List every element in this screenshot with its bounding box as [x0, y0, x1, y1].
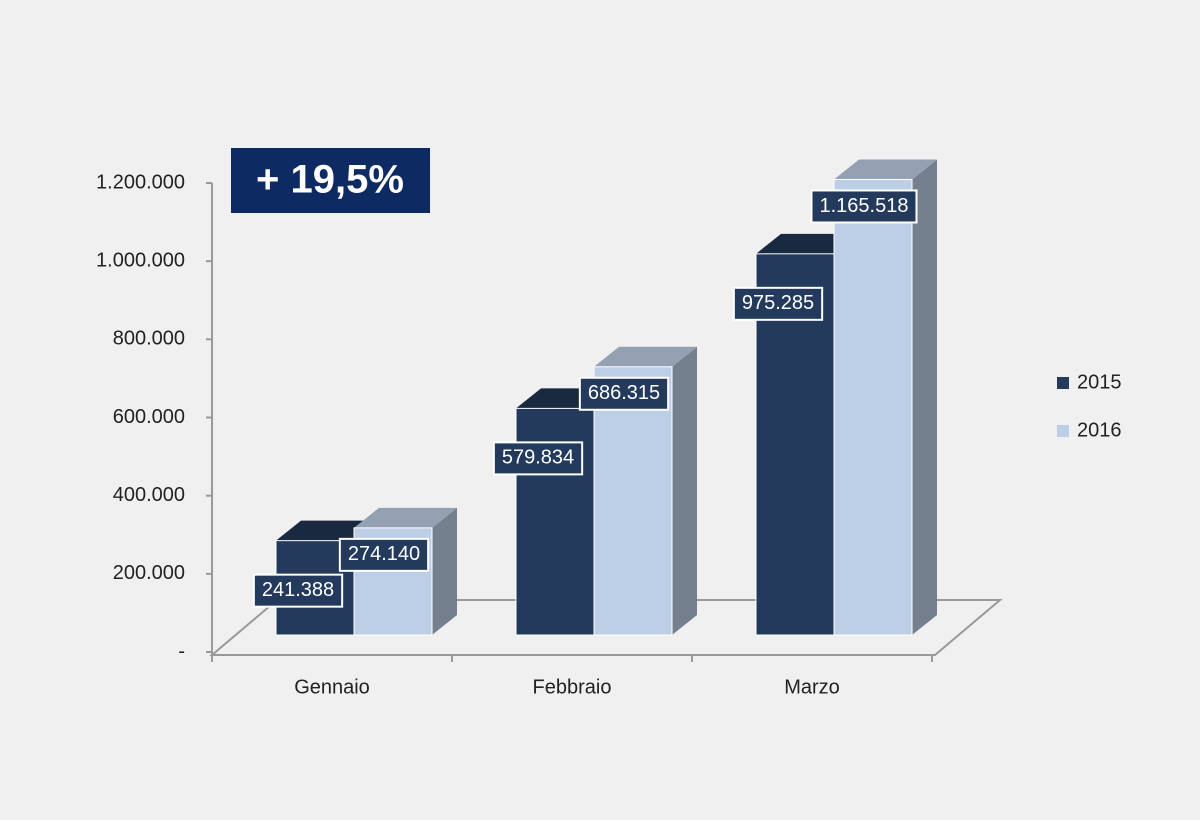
value-label: 241.388 [262, 579, 334, 601]
y-tick-label: 800.000 [113, 328, 185, 350]
legend-swatch [1057, 425, 1069, 437]
legend-label: 2016 [1077, 419, 1122, 441]
bar-side [672, 346, 697, 635]
floor [209, 599, 1003, 656]
value-label-box [338, 537, 430, 572]
bar-side [432, 507, 457, 635]
bar-front [593, 366, 673, 636]
y-tick-label: - [178, 640, 185, 662]
value-label-box [810, 189, 918, 224]
bar-top [276, 520, 379, 541]
x-tick-label: Marzo [784, 676, 840, 698]
y-tick-label: 200.000 [113, 562, 185, 584]
y-tick-label: 600.000 [113, 406, 185, 428]
value-label-box [578, 376, 670, 411]
bar-top [756, 233, 859, 254]
bar [593, 346, 697, 636]
annotation-box [231, 148, 430, 213]
bar-side [912, 159, 937, 635]
value-label: 975.285 [742, 292, 814, 314]
legend-swatch [1057, 377, 1069, 389]
value-label-box [252, 573, 344, 608]
value-label: 274.140 [348, 543, 420, 565]
x-tick-label: Febbraio [533, 676, 612, 698]
value-label-box [492, 441, 584, 476]
bar-top [354, 507, 457, 528]
legend-label: 2015 [1077, 371, 1122, 393]
y-tick-label: 400.000 [113, 484, 185, 506]
bar-top [834, 159, 937, 180]
y-tick-label: 1.200.000 [96, 171, 185, 193]
value-label: 686.315 [588, 382, 660, 404]
annotation: + 19,5% [256, 158, 404, 202]
bar-top [594, 346, 697, 367]
value-label: 579.834 [502, 447, 574, 469]
x-tick-label: Gennaio [294, 676, 370, 698]
bar-front [833, 178, 913, 636]
value-label: 1.165.518 [820, 195, 909, 217]
value-label-box [732, 286, 824, 321]
bar [833, 159, 937, 636]
y-tick-label: 1.000.000 [96, 249, 185, 271]
